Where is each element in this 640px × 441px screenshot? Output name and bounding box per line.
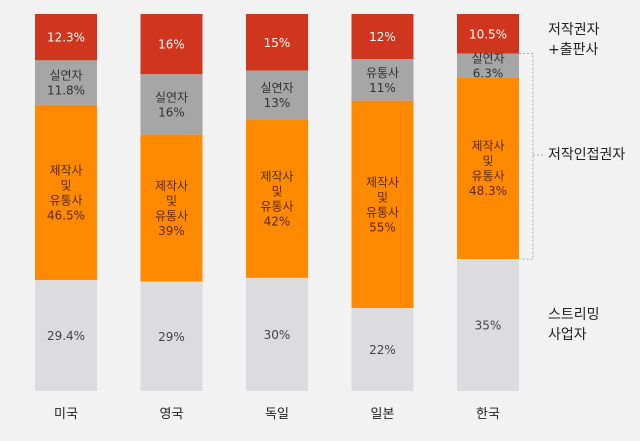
data-label: 35% xyxy=(475,319,502,333)
legend-text: +출판사 xyxy=(548,42,599,58)
segment-label: 유통사 xyxy=(260,200,293,214)
bar-segment xyxy=(457,259,519,391)
segment-label: 실연자 xyxy=(155,90,188,104)
segment-label: 제작사 xyxy=(155,179,188,193)
data-label: 11% xyxy=(369,81,396,95)
segment-label: 및 xyxy=(60,179,71,193)
category-label: 한국 xyxy=(476,407,500,422)
data-label: 16% xyxy=(158,105,185,119)
bar-segment xyxy=(246,14,308,71)
segment-label: 및 xyxy=(482,154,493,168)
bracket-line xyxy=(519,53,534,260)
data-label: 29.4% xyxy=(47,329,85,343)
bar-segment xyxy=(140,281,203,391)
bar-segment xyxy=(246,70,308,120)
data-label: 15% xyxy=(264,36,291,50)
bar-segment xyxy=(457,14,519,54)
data-label: 46.5% xyxy=(47,209,85,223)
category-label: 일본 xyxy=(371,407,395,422)
legend-text: 사업자 xyxy=(548,327,587,343)
category-label: 독일 xyxy=(265,407,289,422)
bar-segment xyxy=(246,277,308,391)
category-label: 영국 xyxy=(160,407,184,422)
segment-label: 및 xyxy=(166,194,177,208)
bar-segment xyxy=(246,119,308,278)
bar-segment xyxy=(35,104,97,281)
segment-label: 실연자 xyxy=(49,69,82,83)
legend-text: 스트리밍 xyxy=(548,307,600,323)
legend-neighboring-rights: 저작인접권자 xyxy=(548,147,626,163)
data-label: 55% xyxy=(369,220,396,234)
bar-segment xyxy=(35,280,97,391)
bar-segment xyxy=(35,14,97,61)
segment-label: 제작사 xyxy=(366,175,399,189)
legend-text: 저작권자 xyxy=(548,22,600,38)
bar-segment xyxy=(351,100,414,309)
data-label: 22% xyxy=(369,343,396,357)
data-label: 39% xyxy=(158,224,185,238)
legend-rights-holders: 저작권자 +출판사 xyxy=(548,20,600,60)
bar-segment xyxy=(351,308,414,391)
bar-segment xyxy=(457,77,519,260)
category-label: 미국 xyxy=(54,407,78,422)
segment-label: 실연자 xyxy=(471,51,504,65)
segment-label: 제작사 xyxy=(260,170,293,184)
legend-streaming: 스트리밍 사업자 xyxy=(548,305,600,345)
segment-label: 제작사 xyxy=(49,164,82,178)
bar-segment xyxy=(35,60,97,105)
segment-label: 유통사 xyxy=(49,194,82,208)
bar-segment xyxy=(457,53,519,78)
bar-segment xyxy=(140,134,203,282)
data-label: 11.8% xyxy=(47,84,85,98)
data-label: 10.5% xyxy=(469,27,507,41)
segment-label: 제작사 xyxy=(471,139,504,153)
data-label: 29% xyxy=(158,330,185,344)
segment-label: 유통사 xyxy=(471,169,504,183)
data-label: 48.3% xyxy=(469,184,507,198)
segment-label: 실연자 xyxy=(260,81,293,95)
data-label: 12% xyxy=(369,30,396,44)
segment-label: 유통사 xyxy=(366,66,399,80)
data-label: 12.3% xyxy=(47,31,85,45)
data-label: 42% xyxy=(264,215,291,229)
data-label: 30% xyxy=(264,328,291,342)
bar-segment xyxy=(140,14,203,75)
segment-label: 유통사 xyxy=(366,205,399,219)
segment-label: 및 xyxy=(271,185,282,199)
bar-segment xyxy=(351,14,414,60)
data-label: 6.3% xyxy=(473,66,504,80)
segment-label: 및 xyxy=(377,190,388,204)
bar-segment xyxy=(351,59,414,101)
data-label: 13% xyxy=(264,96,291,110)
bar-segment xyxy=(140,74,203,135)
segment-label: 유통사 xyxy=(155,209,188,223)
data-label: 16% xyxy=(158,38,185,52)
